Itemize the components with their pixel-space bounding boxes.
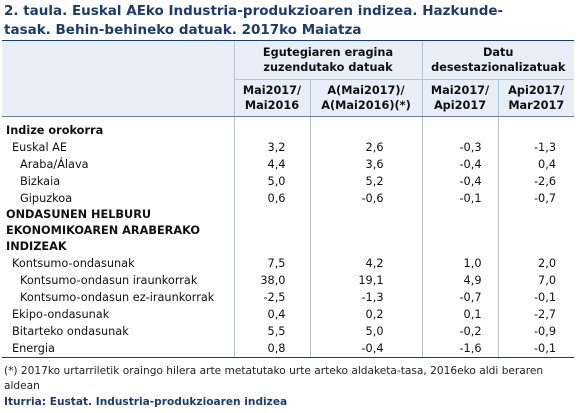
- cell: 3,2: [233, 139, 310, 156]
- cell: -0,4: [309, 340, 423, 358]
- cell: 38,0: [233, 272, 310, 289]
- cell: 5,5: [233, 323, 310, 340]
- row-label: Gipuzkoa: [20, 192, 73, 205]
- header-col-row: Mai2017/ Mai2016 A(Mai2017)/ A(Mai2016)(…: [2, 79, 575, 117]
- cell: 5,2: [309, 173, 423, 190]
- cell: -0,1: [421, 190, 499, 207]
- header-group-row: Egutegiaren eragina zuzendutako datuak D…: [2, 40, 575, 80]
- cell: -0,9: [497, 323, 575, 340]
- cell: 0,8: [233, 340, 310, 358]
- cell: 4,2: [309, 255, 423, 272]
- cell: 7,0: [497, 272, 575, 289]
- header-group-calendar: Egutegiaren eragina zuzendutako datuak: [233, 40, 423, 80]
- cell: 4,9: [421, 272, 499, 289]
- footnote: (*) 2017ko urtarriletik oraingo hilera a…: [4, 365, 544, 392]
- table-row: Araba/Álava 4,4 3,6 -0,4 0,4: [2, 156, 575, 173]
- cell: -0,4: [421, 156, 499, 173]
- cell: -0,1: [497, 289, 575, 306]
- cell: 2,6: [309, 139, 423, 156]
- row-label: Kontsumo-ondasun iraunkorrak: [20, 274, 198, 287]
- cell: -0,7: [421, 289, 499, 306]
- col-header-1: Mai2017/ Mai2016: [233, 79, 310, 117]
- table-row: Euskal AE 3,2 2,6 -0,3 -1,3: [2, 139, 575, 156]
- section-header: EKONOMIKOAREN ARABERAKO: [2, 223, 575, 239]
- row-label: Kontsumo-ondasun ez-iraunkorrak: [20, 291, 215, 304]
- cell: 0,6: [233, 190, 310, 207]
- row-label: Araba/Álava: [20, 158, 89, 171]
- table-row: Bitarteko ondasunak 5,5 5,0 -0,2 -0,9: [2, 323, 575, 340]
- cell: 0,1: [421, 306, 499, 323]
- cell: -2,7: [497, 306, 575, 323]
- cell: 5,0: [233, 173, 310, 190]
- cell: -1,3: [497, 139, 575, 156]
- section-header: INDIZEAK: [2, 239, 575, 255]
- cell: -0,1: [497, 340, 575, 358]
- col-header-2: A(Mai2017)/ A(Mai2016)(*): [309, 79, 423, 117]
- col-header-3: Mai2017/ Api2017: [421, 79, 499, 117]
- cell: -1,3: [309, 289, 423, 306]
- cell: -0,2: [421, 323, 499, 340]
- cell: 4,4: [233, 156, 310, 173]
- cell: -2,6: [497, 173, 575, 190]
- header-empty-cell: [2, 40, 234, 80]
- cell: 3,6: [309, 156, 423, 173]
- col-header-4: Api2017/ Mar2017: [497, 79, 575, 117]
- row-label: Ekipo-ondasunak: [12, 308, 110, 321]
- cell: 0,4: [233, 306, 310, 323]
- cell: 2,0: [497, 255, 575, 272]
- row-label: Bitarteko ondasunak: [12, 325, 129, 338]
- cell: 7,5: [233, 255, 310, 272]
- source-line: Iturria: Eustat. Industria-produkzioaren…: [4, 396, 288, 408]
- table-row: Kontsumo-ondasun ez-iraunkorrak -2,5 -1,…: [2, 289, 575, 306]
- cell: 0,4: [497, 156, 575, 173]
- table-row: Energia 0,8 -0,4 -1,6 -0,1: [2, 340, 575, 358]
- cell: 19,1: [309, 272, 423, 289]
- cell: -2,5: [233, 289, 310, 306]
- row-label: Energia: [2, 340, 234, 358]
- row-label: Bizkaia: [20, 175, 61, 188]
- cell: 1,0: [421, 255, 499, 272]
- row-label: Kontsumo-ondasunak: [12, 257, 135, 270]
- table-row: Kontsumo-ondasunak 7,5 4,2 1,0 2,0: [2, 255, 575, 272]
- section-label-line-1: ONDASUNEN HELBURU: [6, 208, 152, 221]
- cell: 0,2: [309, 306, 423, 323]
- title-line-2: tasak. Behin-behineko datuak. 2017ko Mai…: [4, 22, 362, 38]
- cell: 5,0: [309, 323, 423, 340]
- table-title: 2. taula. Euskal AEko Industria-produkzi…: [4, 2, 576, 40]
- data-table: Egutegiaren eragina zuzendutako datuak D…: [2, 40, 575, 358]
- table-row: Ekipo-ondasunak 0,4 0,2 0,1 -2,7: [2, 306, 575, 323]
- header-group-seasonal: Datu desestazionalizatuak: [421, 40, 575, 80]
- section-header: Indize orokorra: [2, 122, 575, 139]
- cell: -0,3: [421, 139, 499, 156]
- table-row: Kontsumo-ondasun iraunkorrak 38,0 19,1 4…: [2, 272, 575, 289]
- cell: -1,6: [421, 340, 499, 358]
- title-line-1: 2. taula. Euskal AEko Industria-produkzi…: [4, 3, 504, 19]
- section-label-line-3: INDIZEAK: [6, 240, 67, 253]
- table-row: Bizkaia 5,0 5,2 -0,4 -2,6: [2, 173, 575, 190]
- section-header: ONDASUNEN HELBURU: [2, 207, 575, 223]
- section-label-line-2: EKONOMIKOAREN ARABERAKO: [6, 224, 200, 237]
- row-label: Euskal AE: [12, 141, 68, 154]
- cell: -0,4: [421, 173, 499, 190]
- cell: -0,6: [309, 190, 423, 207]
- header-empty-cell: [2, 79, 234, 117]
- cell: -0,7: [497, 190, 575, 207]
- section-label: Indize orokorra: [6, 124, 104, 137]
- table-row: Gipuzkoa 0,6 -0,6 -0,1 -0,7: [2, 190, 575, 207]
